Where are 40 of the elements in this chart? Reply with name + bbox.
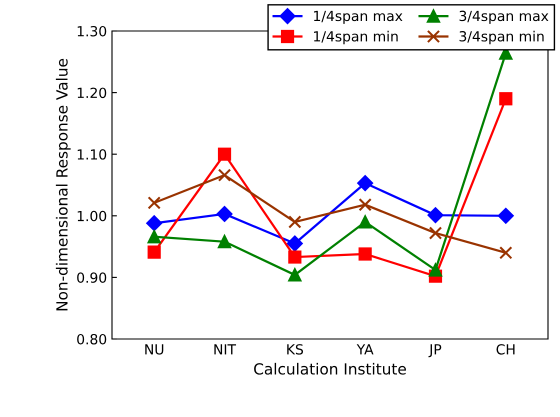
point — [286, 236, 303, 252]
point — [358, 247, 372, 261]
point — [218, 235, 232, 248]
x-tick-label: JP — [428, 344, 442, 358]
y-tick-label: 1.00 — [78, 210, 106, 222]
y-axis-title: Non-dimensional Response Value — [56, 58, 71, 310]
y-tick-label: 1.20 — [78, 88, 106, 98]
point — [428, 263, 442, 277]
x-tick-label: NU — [145, 344, 164, 355]
point — [218, 168, 232, 182]
y-tick-label: 0.80 — [77, 334, 106, 344]
point — [288, 215, 302, 229]
x-tick-label: KS — [287, 344, 304, 355]
y-tick-label: 1.30 — [78, 26, 106, 36]
point — [288, 268, 302, 282]
x-axis-title: Calculation Institute — [254, 362, 406, 375]
x-tick-label: NIT — [214, 344, 236, 354]
y-tick-label: 0.90 — [77, 272, 106, 283]
point — [148, 230, 161, 244]
legend-label: 1/4span max — [314, 10, 402, 24]
point — [358, 215, 372, 229]
point — [357, 175, 374, 192]
point — [498, 208, 514, 224]
point — [218, 148, 232, 161]
point — [428, 226, 442, 240]
point — [499, 246, 512, 260]
point — [499, 92, 512, 106]
point — [358, 198, 372, 212]
point — [428, 207, 444, 224]
x-tick-label: CH — [496, 344, 515, 355]
point — [288, 250, 302, 264]
y-tick-label: 1.10 — [78, 149, 106, 160]
legend-label: 1/4span min — [314, 30, 398, 44]
point — [148, 246, 161, 259]
point — [148, 196, 161, 210]
legend-label: 3/4span min — [460, 30, 544, 44]
point — [216, 206, 232, 222]
x-tick-label: YA — [356, 344, 374, 354]
point — [146, 215, 162, 232]
legend-label: 3/4span max — [460, 10, 548, 24]
